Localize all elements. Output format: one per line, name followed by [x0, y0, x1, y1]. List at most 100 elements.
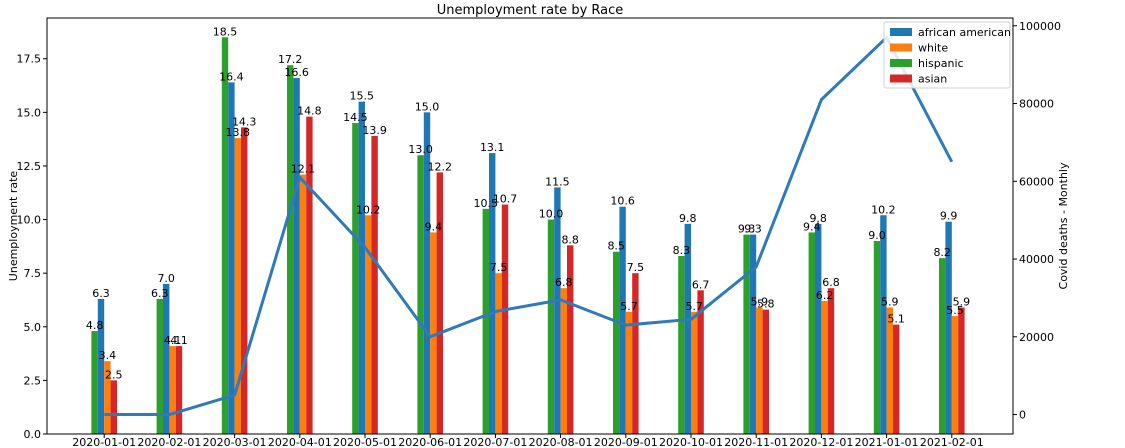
- bar-african-american-2020-12-01: [815, 223, 822, 434]
- data-label-hispanic-2021-01-01: 9.0: [868, 229, 886, 242]
- bar-white-2020-10-01: [691, 311, 698, 434]
- data-label-asian-2020-10-01: 6.7: [692, 278, 710, 291]
- y2-tick-label: 0: [1019, 409, 1026, 422]
- x-tick-label: 2020-11-01: [724, 436, 788, 448]
- bar-african-american-2020-07-01: [489, 153, 496, 435]
- bar-asian-2020-02-01: [175, 346, 183, 434]
- x-tick-label: 2020-04-01: [268, 436, 332, 448]
- data-label-white-2020-08-01: 6.8: [555, 276, 573, 289]
- data-label-asian-2020-05-01: 13.9: [362, 124, 387, 137]
- legend-swatch-african-american: [890, 28, 912, 36]
- plot-frame: [46, 17, 1014, 435]
- data-label-asian-2020-09-01: 7.5: [627, 261, 645, 274]
- data-label-hispanic-2020-07-01: 10.5: [474, 197, 499, 210]
- x-tick-label: 2020-10-01: [659, 436, 723, 448]
- data-label-african-american-2020-04-01: 16.6: [284, 66, 309, 79]
- data-label-african-american-2021-02-01: 9.9: [940, 210, 958, 223]
- data-label-hispanic-2020-02-01: 6.3: [151, 287, 169, 300]
- data-label-african-american-2020-12-01: 9.8: [809, 212, 827, 225]
- y-tick-label: 5.0: [24, 321, 42, 334]
- legend-label-asian: asian: [918, 73, 947, 86]
- bar-hispanic-2020-02-01: [156, 298, 163, 434]
- bar-hispanic-2020-09-01: [613, 251, 620, 434]
- data-label-african-american-2021-01-01: 10.2: [871, 203, 896, 216]
- data-label-hispanic-2021-02-01: 8.2: [933, 246, 951, 259]
- data-label-white-2020-02-01: 4.1: [164, 334, 182, 347]
- data-label-white-2020-10-01: 5.7: [685, 300, 703, 313]
- bar-asian-2020-05-01: [371, 135, 378, 434]
- data-label-asian-2020-07-01: 10.7: [493, 193, 518, 206]
- bar-asian-2020-01-01: [110, 380, 117, 434]
- axes-group: 0.0 2.5 5.0 7.5 10.0 12.5 15.0 17.5 0 20000 40000 6…: [17, 17, 1061, 448]
- bar-hispanic-2020-06-01: [417, 155, 424, 434]
- y-tick-label: 12.5: [17, 160, 42, 173]
- bar-asian-2020-03-01: [241, 127, 248, 434]
- data-label-white-2021-02-01: 5.5: [946, 304, 964, 317]
- x-tick-label: 2020-01-01: [72, 436, 136, 448]
- bar-hispanic-2020-01-01: [91, 331, 98, 434]
- x-tick-label: 2020-12-01: [789, 436, 853, 448]
- bar-african-american-2021-02-01: [945, 221, 952, 434]
- covid-deaths-line: [104, 35, 954, 417]
- bar-white-2020-02-01: [169, 346, 176, 434]
- data-label-white-2020-09-01: 5.7: [620, 300, 638, 313]
- data-label-white-2020-12-01: 6.2: [816, 289, 834, 302]
- data-label-asian-2020-12-01: 6.8: [822, 276, 840, 289]
- bar-african-american-2020-10-01: [684, 223, 691, 434]
- data-label-asian-2020-11-01: 5.8: [757, 298, 775, 311]
- legend-swatch-hispanic: [890, 59, 912, 67]
- bar-african-american-2020-01-01: [97, 298, 105, 434]
- data-label-asian-2020-04-01: 14.8: [297, 105, 322, 118]
- data-label-hispanic-2020-01-01: 4.8: [86, 319, 104, 332]
- bar-african-american-2020-11-01: [749, 234, 757, 434]
- x-tick-label: 2020-09-01: [594, 436, 658, 448]
- bar-african-american-2020-04-01: [293, 78, 300, 435]
- bar-hispanic-2021-01-01: [873, 241, 881, 434]
- data-label-hispanic-2020-08-01: 10.0: [539, 208, 564, 221]
- data-label-african-american-2020-01-01: 6.3: [92, 287, 110, 300]
- bar-hispanic-2020-08-01: [547, 219, 555, 434]
- bar-african-american-2020-02-01: [163, 283, 170, 434]
- y-tick-label: 17.5: [17, 53, 42, 66]
- data-label-white-2020-05-01: 10.2: [356, 203, 381, 216]
- data-label-white-2020-11-01: 5.9: [751, 295, 769, 308]
- data-label-white-2020-06-01: 9.4: [425, 220, 443, 233]
- bar-hispanic-2020-03-01: [221, 37, 229, 434]
- y2-tick-label: 80000: [1019, 98, 1054, 111]
- bar-asian-2020-09-01: [632, 273, 639, 434]
- data-label-asian-2020-08-01: 8.8: [561, 233, 579, 246]
- y2-tick-label: 100000: [1019, 20, 1061, 33]
- data-label-african-american-2020-11-01: 9.3: [744, 223, 762, 236]
- deaths-line-group: [104, 35, 954, 417]
- bar-african-american-2020-08-01: [554, 187, 561, 434]
- bar-asian-2020-06-01: [436, 172, 443, 434]
- bar-african-american-2020-03-01: [228, 82, 235, 434]
- bar-asian-2020-04-01: [306, 116, 313, 435]
- data-label-white-2020-01-01: 3.4: [99, 349, 117, 362]
- data-label-african-american-2020-10-01: 9.8: [679, 212, 697, 225]
- x-tick-label: 2020-02-01: [137, 436, 201, 448]
- bar-white-2020-01-01: [104, 361, 111, 434]
- bar-hispanic-2020-10-01: [678, 256, 685, 434]
- x-tick-label: 2020-03-01: [203, 436, 267, 448]
- y-axis-title: Unemployment rate: [7, 171, 20, 282]
- bar-hispanic-2020-04-01: [287, 65, 294, 434]
- bar-hispanic-2021-02-01: [939, 258, 946, 434]
- legend-label-african-american: african american: [918, 26, 1011, 39]
- legend-swatch-white: [890, 43, 912, 52]
- bar-african-american-2020-06-01: [423, 112, 431, 434]
- data-label-african-american-2020-07-01: 13.1: [480, 141, 505, 154]
- x-tick-label: 2020-05-01: [333, 436, 397, 448]
- data-label-hispanic-2020-10-01: 8.3: [673, 244, 691, 257]
- bar-white-2021-01-01: [886, 307, 893, 434]
- y2-tick-label: 40000: [1019, 253, 1054, 266]
- y2-tick-label: 60000: [1019, 175, 1054, 188]
- bar-white-2020-07-01: [495, 273, 502, 434]
- x-tick-label: 2020-08-01: [529, 436, 593, 448]
- bar-hispanic-2020-07-01: [482, 208, 489, 434]
- bar-african-american-2021-01-01: [880, 215, 887, 434]
- data-label-asian-2020-01-01: 2.5: [105, 368, 123, 381]
- y2-axis-title: Covid deaths - Monthly: [1057, 162, 1070, 289]
- x-tick-label: 2021-01-01: [855, 436, 919, 448]
